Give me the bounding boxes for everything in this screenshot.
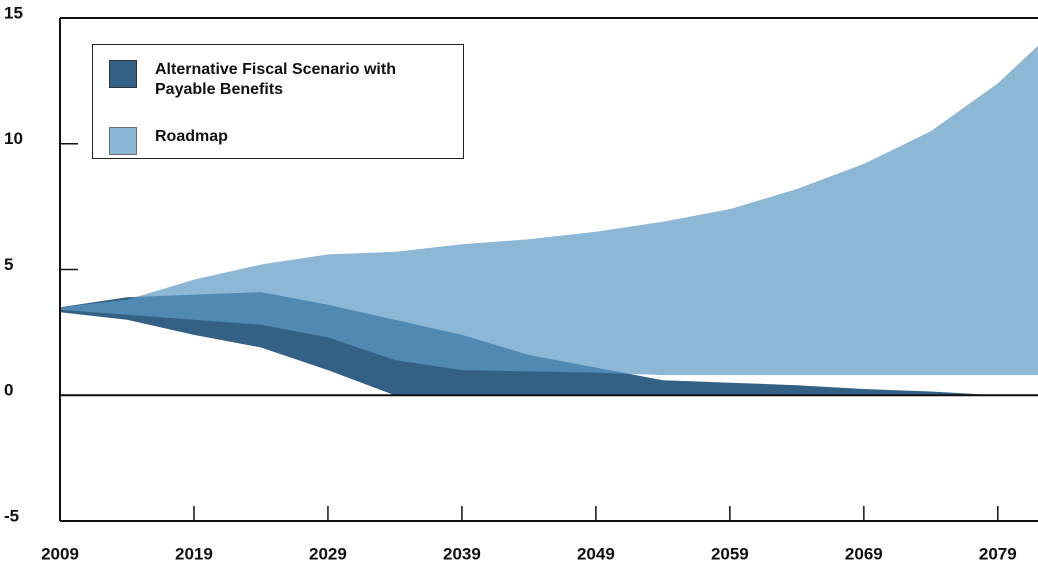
y-tick-label: 15 <box>4 3 23 22</box>
x-tick-label: 2029 <box>309 544 347 563</box>
legend-label: Roadmap <box>155 128 228 145</box>
x-tick-label: 2019 <box>175 544 213 563</box>
legend-swatch <box>109 60 137 88</box>
x-tick-label: 2059 <box>711 544 749 563</box>
y-tick-label: 10 <box>4 129 23 148</box>
legend-label: Alternative Fiscal Scenario with Payable… <box>155 61 396 98</box>
legend: Alternative Fiscal Scenario with Payable… <box>92 44 464 159</box>
legend-item: Roadmap <box>109 127 455 155</box>
x-tick-label: 2039 <box>443 544 481 563</box>
x-tick-label: 2069 <box>845 544 883 563</box>
x-tick-label: 2009 <box>41 544 79 563</box>
x-tick-label: 2079 <box>979 544 1017 563</box>
y-tick-label: 5 <box>4 255 13 274</box>
legend-item: Alternative Fiscal Scenario with Payable… <box>109 60 455 100</box>
area-band <box>60 45 1038 376</box>
y-tick-label: -5 <box>4 506 19 525</box>
y-tick-label: 0 <box>4 381 13 400</box>
legend-swatch <box>109 127 137 155</box>
x-tick-label: 2049 <box>577 544 615 563</box>
